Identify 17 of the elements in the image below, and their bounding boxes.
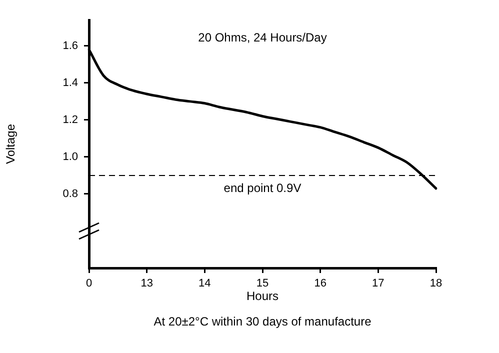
text: 20 Ohms, 24 Hours/Day: [198, 30, 327, 44]
x-tick-label: 18: [430, 278, 442, 290]
ref-line-label: end point 0.9V: [224, 180, 302, 195]
y-tick-label: 1.6: [62, 40, 78, 52]
x-tick-label: 16: [314, 278, 326, 290]
x-axis-title: Hours: [246, 289, 279, 304]
text: At 20±2°C within 30 days of manufacture: [154, 314, 372, 328]
y-tick-label: 1.0: [62, 150, 78, 163]
y-tick-label: 0.8: [62, 188, 78, 200]
x-tick-label: 0: [86, 278, 92, 290]
x-tick-label: 15: [256, 278, 269, 290]
y-axis-title: Voltage: [4, 124, 18, 164]
x-tick-label: 17: [372, 278, 384, 290]
y-tick-label: 1.4: [62, 76, 78, 89]
x-tick-label: 14: [198, 278, 211, 290]
y-tick-label: 1.2: [62, 114, 78, 126]
x-tick-label: 13: [140, 278, 153, 290]
